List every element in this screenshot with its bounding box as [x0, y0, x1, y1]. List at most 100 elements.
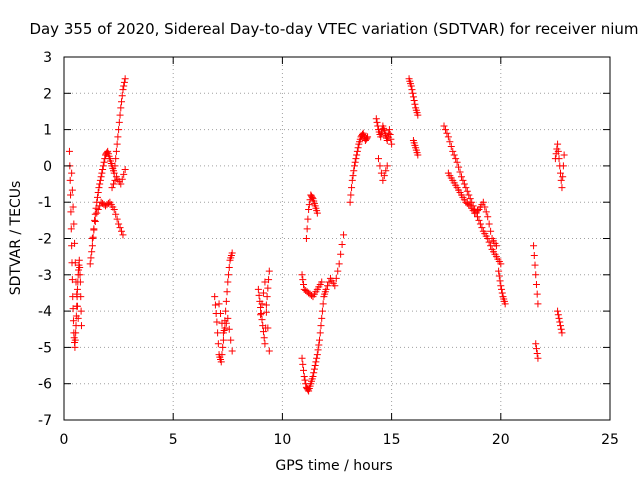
data-point-marker	[67, 225, 75, 233]
y-axis-title: SDTVAR / TECUs	[8, 181, 24, 296]
data-point-marker	[112, 155, 120, 163]
data-point-marker	[315, 341, 323, 349]
data-point-marker	[383, 162, 391, 170]
series-seg-w	[551, 140, 568, 192]
data-point-marker	[115, 220, 123, 228]
data-point-marker	[211, 301, 219, 309]
data-point-marker	[73, 302, 81, 310]
data-point-marker	[481, 203, 489, 211]
data-point-marker	[119, 86, 127, 94]
data-point-marker	[487, 227, 495, 235]
series-seg-v	[532, 340, 542, 362]
data-point-marker	[300, 366, 308, 374]
data-point-marker	[300, 280, 308, 288]
data-point-marker	[264, 284, 272, 292]
data-point-marker	[457, 173, 465, 181]
data-point-marker	[264, 324, 272, 332]
data-point-marker	[331, 282, 339, 290]
data-point-marker	[115, 126, 123, 134]
data-point-marker	[325, 278, 333, 286]
data-point-marker	[466, 195, 474, 203]
data-point-marker	[77, 293, 85, 301]
data-point-marker	[261, 340, 269, 348]
data-point-marker	[447, 143, 455, 151]
data-point-marker	[258, 316, 266, 324]
data-point-marker	[318, 307, 326, 315]
y-tick-label: -5	[38, 340, 52, 356]
data-point-marker	[265, 276, 273, 284]
data-point-marker	[556, 322, 564, 330]
data-point-marker	[214, 340, 222, 348]
data-point-marker	[465, 201, 473, 209]
data-point-marker	[555, 155, 563, 163]
data-point-marker	[497, 282, 505, 290]
series-seg-u	[530, 242, 542, 308]
data-point-marker	[68, 276, 76, 284]
data-point-marker	[73, 290, 81, 298]
data-point-marker	[301, 376, 309, 384]
data-point-marker	[93, 209, 101, 217]
data-point-marker	[302, 235, 310, 242]
data-point-marker	[318, 278, 326, 286]
data-point-marker	[554, 311, 562, 319]
y-tick-labels: -7 -6 -5 -4 -3 -2 -1 0 1 2 3	[38, 50, 52, 429]
data-point-marker	[224, 314, 232, 322]
data-point-marker	[97, 173, 105, 181]
data-point-marker	[485, 220, 493, 228]
data-point-marker	[558, 329, 566, 337]
data-point-marker	[443, 129, 451, 137]
data-point-marker	[349, 172, 357, 180]
y-tick-label: 1	[43, 123, 52, 139]
data-point-marker	[337, 250, 345, 258]
data-point-marker	[110, 205, 118, 213]
data-point-marker	[65, 147, 73, 155]
data-point-marker	[118, 175, 126, 183]
data-point-marker	[98, 169, 106, 177]
data-point-marker	[456, 168, 464, 176]
x-tick-label: 15	[383, 432, 401, 448]
y-tick-label: 0	[43, 159, 52, 175]
data-point-marker	[316, 329, 324, 337]
data-point-marker	[495, 272, 503, 280]
data-point-marker	[498, 289, 506, 297]
data-point-marker	[71, 259, 79, 267]
data-point-marker	[111, 162, 119, 170]
data-point-marker	[476, 220, 484, 228]
data-point-marker	[441, 126, 449, 134]
data-point-marker	[77, 322, 85, 330]
data-point-marker	[118, 92, 126, 100]
data-point-marker	[114, 133, 122, 141]
data-point-marker	[99, 162, 107, 170]
data-point-marker	[334, 267, 342, 275]
series-seg-e	[108, 166, 129, 192]
data-point-marker	[485, 238, 493, 246]
data-point-marker	[257, 311, 265, 319]
data-point-marker	[533, 349, 541, 357]
series-seg-i	[257, 278, 273, 355]
data-point-marker	[313, 209, 321, 217]
data-point-marker	[414, 111, 422, 119]
data-point-marker	[119, 231, 127, 239]
data-point-marker	[314, 346, 322, 354]
series-seg-d	[88, 198, 127, 242]
series-seg-l	[302, 191, 321, 242]
data-point-marker	[460, 180, 468, 188]
data-point-marker	[313, 354, 321, 362]
data-point-marker	[121, 166, 129, 174]
series-seg-m	[346, 129, 372, 206]
data-point-marker	[532, 345, 540, 353]
data-point-marker	[465, 191, 473, 199]
data-point-marker	[310, 365, 318, 373]
data-point-marker	[120, 82, 128, 90]
data-point-marker	[91, 216, 99, 224]
data-point-marker	[108, 184, 116, 192]
data-point-marker	[262, 301, 270, 309]
data-point-marker	[100, 158, 108, 166]
data-point-marker	[385, 126, 393, 134]
data-point-marker	[121, 75, 129, 83]
data-point-marker	[73, 285, 81, 293]
data-point-marker	[387, 135, 395, 143]
data-point-marker	[225, 271, 233, 279]
data-point-marker	[257, 303, 265, 311]
